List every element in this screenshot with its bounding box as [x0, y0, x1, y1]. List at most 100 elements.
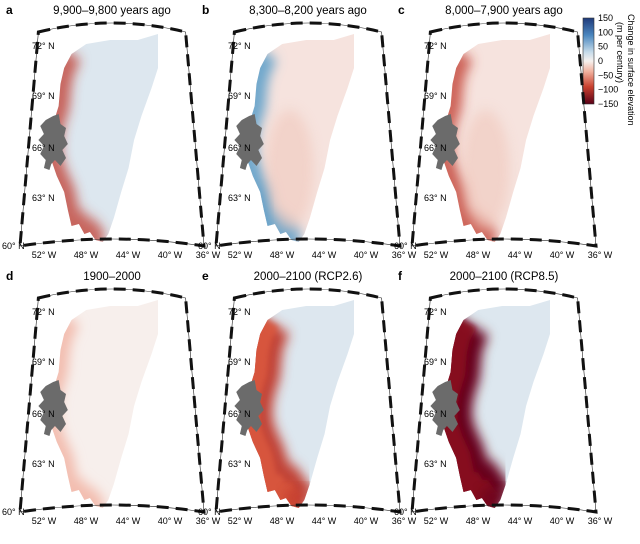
- latitude-label: 72° N: [32, 307, 55, 317]
- longitude-label: 52° W: [32, 516, 57, 526]
- colorbar-tick-label: 150: [598, 13, 613, 23]
- latitude-label: 69° N: [424, 357, 447, 367]
- longitude-label: 40° W: [550, 516, 575, 526]
- latitude-label: 72° N: [32, 41, 55, 51]
- longitude-label: 44° W: [116, 250, 141, 260]
- panel-title: 8,000–7,900 years ago: [445, 5, 563, 17]
- latitude-label: 63° N: [228, 193, 251, 203]
- latitude-label: 66° N: [32, 409, 55, 419]
- longitude-label: 48° W: [74, 250, 99, 260]
- longitude-label: 36° W: [196, 516, 221, 526]
- panel-letter: b: [202, 3, 209, 17]
- map-panel-d: d 1900–2000 72° N 69° N 66° N 63° N 60° N 52° W…: [2, 269, 221, 526]
- panel-letter: c: [398, 3, 405, 17]
- latitude-label: 63° N: [32, 459, 55, 469]
- longitude-label: 40° W: [354, 250, 379, 260]
- longitude-label: 44° W: [116, 516, 141, 526]
- longitude-label: 44° W: [312, 250, 337, 260]
- longitude-label: 44° W: [312, 516, 337, 526]
- longitude-label: 44° W: [508, 250, 533, 260]
- latitude-label: 60° N: [394, 241, 417, 251]
- latitude-label: 66° N: [32, 143, 55, 153]
- latitude-label: 63° N: [424, 193, 447, 203]
- colorbar-tick-label: −50: [598, 70, 613, 80]
- panel-letter: e: [202, 269, 209, 283]
- margin-change-band: [50, 315, 106, 508]
- colorbar-tick-label: 0: [598, 56, 603, 66]
- latitude-label: 72° N: [228, 41, 251, 51]
- latitude-label: 66° N: [424, 409, 447, 419]
- longitude-label: 40° W: [158, 516, 183, 526]
- colorbar-title: Change in surface elevation: [626, 14, 636, 126]
- longitude-label: 52° W: [32, 250, 57, 260]
- map-panel-c: c 8,000–7,900 years ago 72° N 69° N 66° N 63°…: [394, 3, 613, 260]
- ice-sheet-shape: [50, 34, 158, 242]
- longitude-label: 48° W: [74, 516, 99, 526]
- longitude-label: 52° W: [228, 250, 253, 260]
- latitude-label: 72° N: [424, 41, 447, 51]
- longitude-label: 36° W: [588, 250, 613, 260]
- latitude-label: 69° N: [424, 91, 447, 101]
- ice-free-land: [234, 114, 264, 170]
- panel-title: 8,300–8,200 years ago: [249, 5, 367, 17]
- latitude-label: 72° N: [424, 307, 447, 317]
- latitude-label: 60° N: [394, 507, 417, 517]
- latitude-label: 60° N: [2, 241, 25, 251]
- latitude-label: 69° N: [32, 91, 55, 101]
- longitude-label: 36° W: [196, 250, 221, 260]
- longitude-label: 44° W: [508, 516, 533, 526]
- latitude-label: 63° N: [32, 193, 55, 203]
- latitude-label: 69° N: [32, 357, 55, 367]
- panel-letter: d: [6, 269, 13, 283]
- latitude-label: 60° N: [198, 507, 221, 517]
- longitude-label: 36° W: [392, 250, 417, 260]
- map-panel-e: e 2000–2100 (RCP2.6) 72° N 69° N 66° N 63° N 6…: [198, 269, 417, 526]
- latitude-label: 69° N: [228, 357, 251, 367]
- longitude-label: 52° W: [424, 516, 449, 526]
- longitude-label: 36° W: [588, 516, 613, 526]
- map-frame: [412, 289, 596, 512]
- longitude-label: 48° W: [466, 516, 491, 526]
- map-frame: [20, 23, 204, 246]
- latitude-label: 69° N: [228, 91, 251, 101]
- longitude-label: 48° W: [270, 516, 295, 526]
- panel-title: 2000–2100 (RCP8.5): [450, 271, 559, 283]
- panels: a 9,900–9,800 years ago 72° N 69° N 66° N 63°…: [2, 3, 613, 526]
- longitude-label: 52° W: [228, 516, 253, 526]
- colorbar-tick-label: −100: [598, 85, 618, 95]
- colorbar-ramp: [582, 17, 595, 105]
- longitude-label: 36° W: [392, 516, 417, 526]
- latitude-label: 60° N: [2, 507, 25, 517]
- longitude-label: 40° W: [354, 516, 379, 526]
- panel-title: 2000–2100 (RCP2.6): [254, 271, 363, 283]
- latitude-label: 66° N: [228, 409, 251, 419]
- longitude-label: 40° W: [550, 250, 575, 260]
- latitude-label: 63° N: [228, 459, 251, 469]
- ice-free-land: [38, 114, 68, 170]
- latitude-label: 66° N: [228, 143, 251, 153]
- map-panel-f: f 2000–2100 (RCP8.5) 72° N 69° N 66° N 63° N 6…: [394, 269, 613, 526]
- panel-letter: f: [398, 269, 403, 283]
- map-frame: [412, 23, 596, 246]
- ice-free-land: [430, 380, 460, 436]
- panel-title: 9,900–9,800 years ago: [53, 5, 171, 17]
- ice-free-land: [430, 114, 460, 170]
- latitude-label: 72° N: [228, 307, 251, 317]
- panel-title: 1900–2000: [83, 271, 141, 283]
- colorbar-tick-label: 100: [598, 27, 613, 37]
- ice-free-land: [38, 380, 68, 436]
- map-frame: [216, 289, 400, 512]
- colorbar-tick-label: −150: [598, 99, 618, 109]
- longitude-label: 48° W: [466, 250, 491, 260]
- colorbar-unit: (m per century): [615, 22, 625, 83]
- latitude-label: 66° N: [424, 143, 447, 153]
- panel-letter: a: [6, 3, 13, 17]
- map-frame: [216, 23, 400, 246]
- map-panel-b: b 8,300–8,200 years ago 72° N 69° N 66° N 63°…: [198, 3, 417, 260]
- margin-change-band: [50, 48, 106, 242]
- latitude-label: 60° N: [198, 241, 221, 251]
- map-frame: [20, 289, 204, 512]
- longitude-label: 48° W: [270, 250, 295, 260]
- map-panel-a: a 9,900–9,800 years ago 72° N 69° N 66° N 63°…: [2, 3, 221, 260]
